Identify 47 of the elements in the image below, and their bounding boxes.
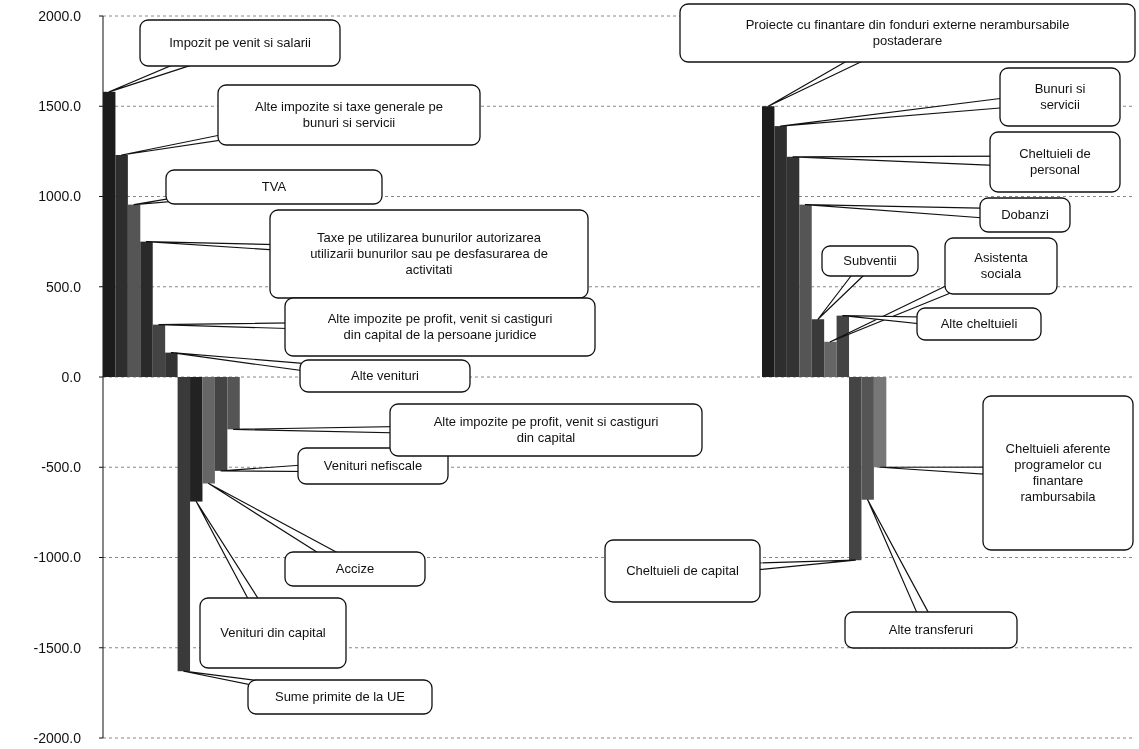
annotation: Cheltuieli de capital bbox=[626, 563, 739, 578]
bar bbox=[165, 352, 178, 377]
bar bbox=[799, 204, 812, 377]
bar bbox=[190, 377, 203, 502]
annotation: Impozit pe venit si salarii bbox=[169, 35, 311, 50]
bar bbox=[214, 377, 228, 471]
bar bbox=[227, 377, 240, 430]
annotation: Alte cheltuieli bbox=[940, 316, 1018, 331]
annotation: Taxe pe utilizarea bunurilor autorizarea utilizarii bunurilor sau pe desfasurarea de activitati bbox=[310, 230, 548, 277]
y-tick-label: -2000.0 bbox=[33, 729, 82, 746]
bar bbox=[115, 154, 128, 377]
annotation: Cheltuieli de personal bbox=[1019, 146, 1091, 177]
bar bbox=[761, 106, 775, 377]
annotation: Accize bbox=[335, 561, 375, 576]
annotation: Cheltuieli aferente programelor cu finantare rambursabila bbox=[1005, 441, 1111, 504]
annotation: Proiecte cu finantare din fonduri externe nerambursabile postaderare bbox=[745, 17, 1070, 48]
annotation: Alte transferuri bbox=[888, 622, 974, 637]
y-tick-label: -1000.0 bbox=[33, 549, 82, 566]
bar bbox=[811, 319, 825, 377]
bar bbox=[873, 377, 887, 468]
bar bbox=[152, 324, 166, 377]
annotation: TVA bbox=[261, 179, 287, 194]
annotation: Alte impozite pe profit, venit si castiguri din capital bbox=[433, 414, 659, 445]
annotation: Alte impozite si taxe generale pe bunuri si servicii bbox=[255, 99, 443, 130]
bar bbox=[202, 377, 215, 484]
annotation: Alte venituri bbox=[351, 368, 420, 383]
y-tick-label: 0.0 bbox=[61, 368, 82, 385]
annotation: Sume primite de la UE bbox=[274, 689, 406, 704]
annotation: Venituri din capital bbox=[220, 625, 326, 640]
y-tick-label: 2000.0 bbox=[38, 7, 82, 24]
bar bbox=[861, 377, 874, 500]
annotation: Venituri nefiscale bbox=[323, 458, 423, 473]
y-tick-label: 1500.0 bbox=[38, 98, 82, 115]
y-tick-label: -1500.0 bbox=[33, 639, 82, 656]
bar bbox=[824, 341, 837, 377]
y-tick-label: -500.0 bbox=[41, 459, 82, 476]
y-tick-label: 500.0 bbox=[45, 278, 82, 295]
annotation: Alte impozite pe profit, venit si castiguri din capital de la persoane juridice bbox=[327, 311, 553, 342]
y-tick-label: 1000.0 bbox=[38, 188, 82, 205]
bar bbox=[140, 241, 153, 377]
annotation: Dobanzi bbox=[1001, 207, 1049, 222]
annotation: Bunuri si servicii bbox=[1034, 81, 1086, 112]
bar bbox=[836, 315, 850, 377]
annotation: Subventii bbox=[843, 253, 897, 268]
annotation: Asistenta sociala bbox=[974, 250, 1029, 281]
bar bbox=[177, 377, 191, 672]
bar bbox=[849, 377, 862, 561]
